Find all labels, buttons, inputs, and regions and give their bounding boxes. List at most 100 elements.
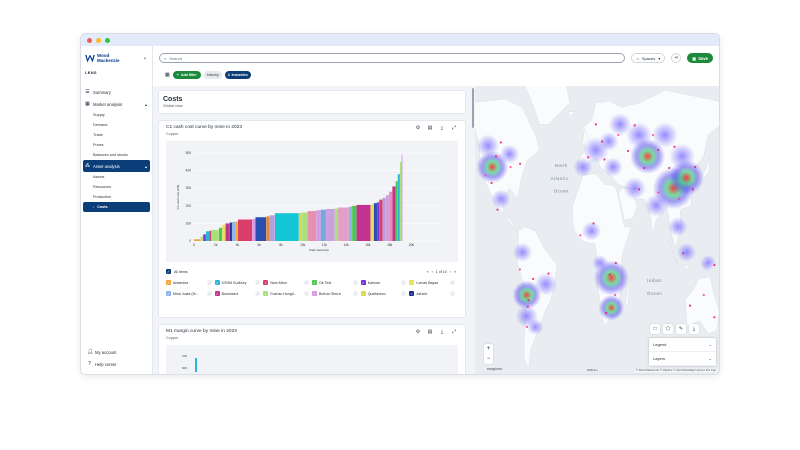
legend-item[interactable]: ✓ Ashele ···: [409, 291, 458, 296]
legend-row: ✓ Antamina ··· ✓ KSHM Sudbury ··· ✓ New Afton ··…: [166, 277, 458, 288]
sidebar-subitem-resources[interactable]: Resources: [93, 185, 112, 189]
save-button[interactable]: ▣ Save: [687, 53, 713, 63]
legend-checkbox[interactable]: ✓: [360, 280, 366, 285]
legend-checkbox[interactable]: ✓: [263, 280, 269, 285]
legend-checkbox[interactable]: ✓: [214, 280, 220, 285]
sidebar-subitem-supply[interactable]: Supply: [93, 113, 105, 117]
table-icon[interactable]: ▤: [427, 329, 433, 335]
legend-item[interactable]: ✓ Ok Tedi ···: [312, 280, 361, 285]
legend-item[interactable]: ✓ Antamina ···: [166, 280, 215, 285]
expand-icon[interactable]: ⤢: [451, 329, 456, 335]
heatmap-map[interactable]: North Atlantic Ocean Indian Ocean + − □ ⬠ ✎ …: [475, 86, 719, 374]
legend-checkbox[interactable]: ✓: [360, 291, 366, 296]
table-icon[interactable]: ▤: [427, 125, 433, 131]
more-options-icon[interactable]: ···: [401, 291, 407, 296]
check-icon[interactable]: ✓: [166, 269, 171, 274]
sidebar-item-asset-analysis[interactable]: ⁂ Asset analysis ▴: [83, 160, 150, 172]
sidebar-subitem-balances[interactable]: Balances and stocks: [93, 153, 128, 157]
chart-area: 0 100 200 300 400 500 0 2k 4k 6k 8k 10k 12k 14k 16k 18k…: [166, 141, 458, 262]
sidebar-item-help-center[interactable]: ? Help center: [85, 358, 116, 370]
legend-checkbox[interactable]: ✓: [312, 291, 318, 296]
world-map[interactable]: North Atlantic Ocean Indian Ocean: [475, 86, 719, 374]
industry-chip[interactable]: Industry: [203, 71, 222, 79]
mine-marker: [694, 165, 697, 169]
legend-item[interactable]: ✓ Boschekul ···: [214, 291, 264, 296]
download-icon[interactable]: ⤓: [440, 329, 444, 335]
pencil-icon[interactable]: ✎: [676, 324, 686, 334]
more-options-icon[interactable]: ···: [352, 280, 358, 285]
expand-icon[interactable]: ⤢: [451, 125, 456, 131]
legend-checkbox[interactable]: ✓: [166, 280, 171, 285]
legend-item[interactable]: ✓ New Afton ···: [263, 280, 312, 285]
mapbox-logo[interactable]: mapbox: [487, 366, 503, 371]
maximize-window-button[interactable]: [105, 37, 110, 43]
sidebar-subitem-costs[interactable]: • Costs: [83, 202, 150, 212]
scroll-thumb[interactable]: [472, 88, 474, 128]
legend-item[interactable]: ✓ Lomas Bayas ···: [409, 280, 458, 285]
sidebar-item-my-account[interactable]: 👤︎ My account: [85, 346, 116, 358]
zoom-in-button[interactable]: +: [486, 346, 491, 352]
polygon-select-icon[interactable]: ⬠: [663, 324, 673, 334]
sidebar-subitem-production[interactable]: Production: [93, 195, 112, 199]
legend-item[interactable]: ✓ KSHM Sudbury ···: [214, 280, 264, 285]
first-page-icon[interactable]: «: [426, 269, 429, 274]
search-input[interactable]: ⌕ Search: [159, 53, 626, 63]
zoom-control: + −: [484, 344, 493, 364]
more-options-icon[interactable]: ···: [304, 280, 310, 285]
map-attribution[interactable]: © Wood Mackenzie © Mapbox © OpenStreetMa…: [634, 369, 717, 372]
sidebar-subitem-assets[interactable]: Assets: [93, 175, 105, 179]
save-label: Save: [698, 55, 708, 61]
legend-item[interactable]: ✓ Fushan Hongli... ···: [263, 291, 312, 296]
more-options-icon[interactable]: ···: [206, 291, 212, 296]
legend-checkbox[interactable]: ✓: [166, 291, 171, 296]
legend-checkbox[interactable]: ✓: [409, 291, 415, 296]
chart-bar: [252, 219, 256, 241]
more-options-icon[interactable]: ···: [206, 280, 212, 285]
sidebar-subitem-demand[interactable]: Demand: [93, 123, 108, 127]
legend-item[interactable]: ✓ Mina Justa (M... ···: [166, 291, 215, 296]
rectangle-select-icon[interactable]: □: [650, 324, 660, 334]
spaces-dropdown[interactable]: ⌂ Spaces ▾: [631, 53, 666, 63]
more-options-icon[interactable]: ···: [255, 280, 261, 285]
share-button[interactable]: ⋖: [671, 53, 682, 63]
filter-grid-icon[interactable]: ▦: [165, 72, 170, 78]
legend-item[interactable]: ✓ Bolivar Sierra ···: [312, 291, 361, 296]
next-page-icon[interactable]: ›: [449, 269, 451, 274]
legend-checkbox[interactable]: ✓: [263, 291, 269, 296]
close-window-button[interactable]: [87, 37, 92, 43]
more-options-icon[interactable]: ···: [304, 291, 310, 296]
ocean-label: Ocean: [647, 291, 662, 296]
legend-dropdown[interactable]: Legend ⌄: [649, 338, 716, 352]
minimize-window-button[interactable]: [96, 37, 101, 43]
chevron-down-icon: ⌄: [708, 342, 712, 347]
heat-blob: [623, 177, 646, 200]
sidebar-subitem-prices[interactable]: Prices: [93, 143, 104, 147]
legend-item[interactable]: ✓ Kamoto ···: [360, 280, 410, 285]
add-filter-button[interactable]: + Add filter: [172, 71, 201, 79]
prev-page-icon[interactable]: ‹: [431, 269, 433, 274]
settings-icon[interactable]: ⚙: [415, 329, 421, 335]
legend-checkbox[interactable]: ✓: [214, 291, 220, 296]
last-page-icon[interactable]: »: [454, 269, 456, 274]
download-icon[interactable]: ⤓: [689, 324, 699, 334]
download-icon[interactable]: ⤓: [440, 125, 444, 131]
more-options-icon[interactable]: ···: [352, 291, 358, 296]
sidebar-subitem-trade[interactable]: Trade: [93, 133, 103, 137]
legend-item[interactable]: ✓ Quellaveco ···: [360, 291, 410, 296]
sidebar-item-market-analysis[interactable]: ▦ Market analysis ▴: [83, 98, 150, 110]
zoom-out-button[interactable]: −: [486, 356, 491, 362]
more-options-icon[interactable]: ···: [450, 280, 456, 285]
industries-filter-chip[interactable]: 4 Industries: [224, 71, 251, 79]
legend-checkbox[interactable]: ✓: [312, 280, 318, 285]
sidebar-item-summary[interactable]: ☰ Summary: [83, 86, 150, 98]
content-scrollbar[interactable]: [471, 86, 475, 374]
legend-checkbox[interactable]: ✓: [409, 280, 415, 285]
layers-dropdown[interactable]: Layers ⌄: [649, 352, 716, 366]
collapse-sidebar-icon[interactable]: ‹: [144, 56, 146, 62]
settings-icon[interactable]: ⚙: [415, 125, 421, 131]
more-options-icon[interactable]: ···: [255, 291, 261, 296]
chip-label: Industries: [231, 73, 248, 77]
more-options-icon[interactable]: ···: [401, 280, 407, 285]
brand-logo[interactable]: Wood Mackenzie: [85, 53, 133, 63]
more-options-icon[interactable]: ···: [450, 291, 456, 296]
